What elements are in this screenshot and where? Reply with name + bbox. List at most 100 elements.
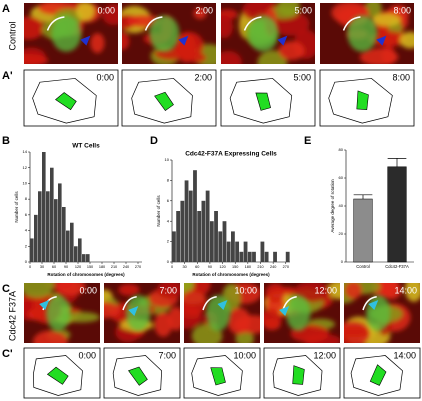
time-label: 8:00 xyxy=(392,72,410,82)
micrograph: 10:00 xyxy=(184,283,260,343)
y-axis-label: Average degree of rotation xyxy=(330,179,335,233)
histogram-bar xyxy=(193,170,197,262)
histogram-bar xyxy=(273,251,277,262)
rotation-arrow xyxy=(342,16,361,31)
error-bar xyxy=(353,194,373,199)
blob xyxy=(90,33,105,54)
x-tick-label: 240 xyxy=(270,265,276,269)
y-tick-label: 8 xyxy=(167,177,170,182)
pointer xyxy=(178,35,189,46)
time-label: 12:00 xyxy=(313,350,336,360)
x-tick-label: 60 xyxy=(52,265,56,269)
panel-label: B xyxy=(2,135,10,147)
x-tick-label: 210 xyxy=(257,265,263,269)
histogram-bar xyxy=(188,190,193,262)
blob xyxy=(193,7,207,20)
micrograph-content xyxy=(104,283,180,343)
x-tick-label: 30 xyxy=(183,265,187,269)
cell-green xyxy=(149,15,180,52)
blob xyxy=(154,312,173,337)
x-tick-label: 60 xyxy=(195,265,199,269)
time-label: 0:00 xyxy=(78,350,96,360)
x-axis-label: Rotation of chromosomes (degrees) xyxy=(47,272,125,277)
x-tick-label: 90 xyxy=(64,265,68,269)
histogram-bar xyxy=(214,211,218,262)
histogram-bar xyxy=(58,183,62,262)
chart-title: WT Cells xyxy=(72,143,100,150)
y-tick-label: 40 xyxy=(339,203,344,208)
y-axis-label: Number of cells xyxy=(14,191,19,223)
time-label: 14:00 xyxy=(393,350,416,360)
blob xyxy=(55,283,86,296)
histogram-bar xyxy=(197,211,202,262)
pointer xyxy=(39,300,50,310)
histogram-bar xyxy=(66,230,70,262)
pointer xyxy=(368,300,379,310)
blob xyxy=(184,289,207,316)
micrograph: 14:00 xyxy=(344,283,420,343)
blob xyxy=(326,283,340,300)
micrograph: 2:00 xyxy=(122,3,216,64)
blob xyxy=(76,3,95,21)
y-tick-label: 0 xyxy=(341,259,344,264)
time-label: 8:00 xyxy=(393,5,411,15)
panel-label: A xyxy=(2,3,10,15)
x-tick-label: 150 xyxy=(87,265,93,269)
histogram-bar xyxy=(209,221,214,262)
histogram-bar xyxy=(239,251,244,262)
cell-outline xyxy=(131,78,193,124)
histogram-bar xyxy=(86,254,90,262)
time-label: 10:00 xyxy=(234,285,257,295)
time-label: 5:00 xyxy=(294,5,312,15)
histogram-bar xyxy=(218,231,223,262)
histogram-bar xyxy=(54,199,58,262)
micrograph: 0:00 xyxy=(24,3,118,64)
y-tick-label: 10 xyxy=(165,157,170,162)
histogram-bar xyxy=(50,167,54,262)
rotation-arrow xyxy=(202,296,217,311)
histogram-bar xyxy=(235,241,240,262)
blob xyxy=(359,48,399,64)
micrograph: 8:00 xyxy=(320,3,414,64)
blob xyxy=(101,4,118,26)
panel-label: E xyxy=(304,135,311,147)
histogram-bar xyxy=(70,222,74,262)
y-tick-label: 10 xyxy=(23,180,28,185)
micrograph: 7:00 xyxy=(104,283,180,343)
y-tick-label: 0 xyxy=(25,259,28,264)
cell-green xyxy=(347,15,378,52)
micrograph: 12:00 xyxy=(264,283,340,343)
x-tick-label: 120 xyxy=(219,265,225,269)
x-tick-label: 180 xyxy=(99,265,105,269)
y-tick-label: 6 xyxy=(25,212,28,217)
histogram-bar xyxy=(74,246,78,262)
micrograph-content xyxy=(264,283,340,343)
blob xyxy=(221,50,242,64)
histogram-bar xyxy=(78,238,82,262)
histogram-bar xyxy=(30,238,34,262)
y-tick-label: 4 xyxy=(167,218,170,223)
schematic-frame xyxy=(103,347,181,399)
histogram-bar xyxy=(226,241,231,262)
time-label: 14:00 xyxy=(394,285,417,295)
micrograph: 0:00 xyxy=(24,283,100,343)
pointer xyxy=(279,306,290,316)
micrograph-content xyxy=(24,3,118,64)
histogram-bar xyxy=(62,207,66,262)
x-tick-label: 270 xyxy=(135,265,141,269)
chromosomes xyxy=(255,92,271,111)
time-label: 0:00 xyxy=(96,72,114,82)
histogram-bar xyxy=(42,152,46,262)
y-tick-label: 6 xyxy=(167,198,170,203)
y-tick-label: 80 xyxy=(339,147,344,152)
cell-outline xyxy=(272,355,323,396)
y-tick-label: 8 xyxy=(25,196,28,201)
time-label: 12:00 xyxy=(314,285,337,295)
blob xyxy=(264,308,282,329)
panel-label: D xyxy=(150,135,158,147)
blob xyxy=(118,283,140,296)
blob xyxy=(365,3,382,19)
chromosomes xyxy=(46,366,69,385)
rotation-arrow xyxy=(122,296,137,311)
